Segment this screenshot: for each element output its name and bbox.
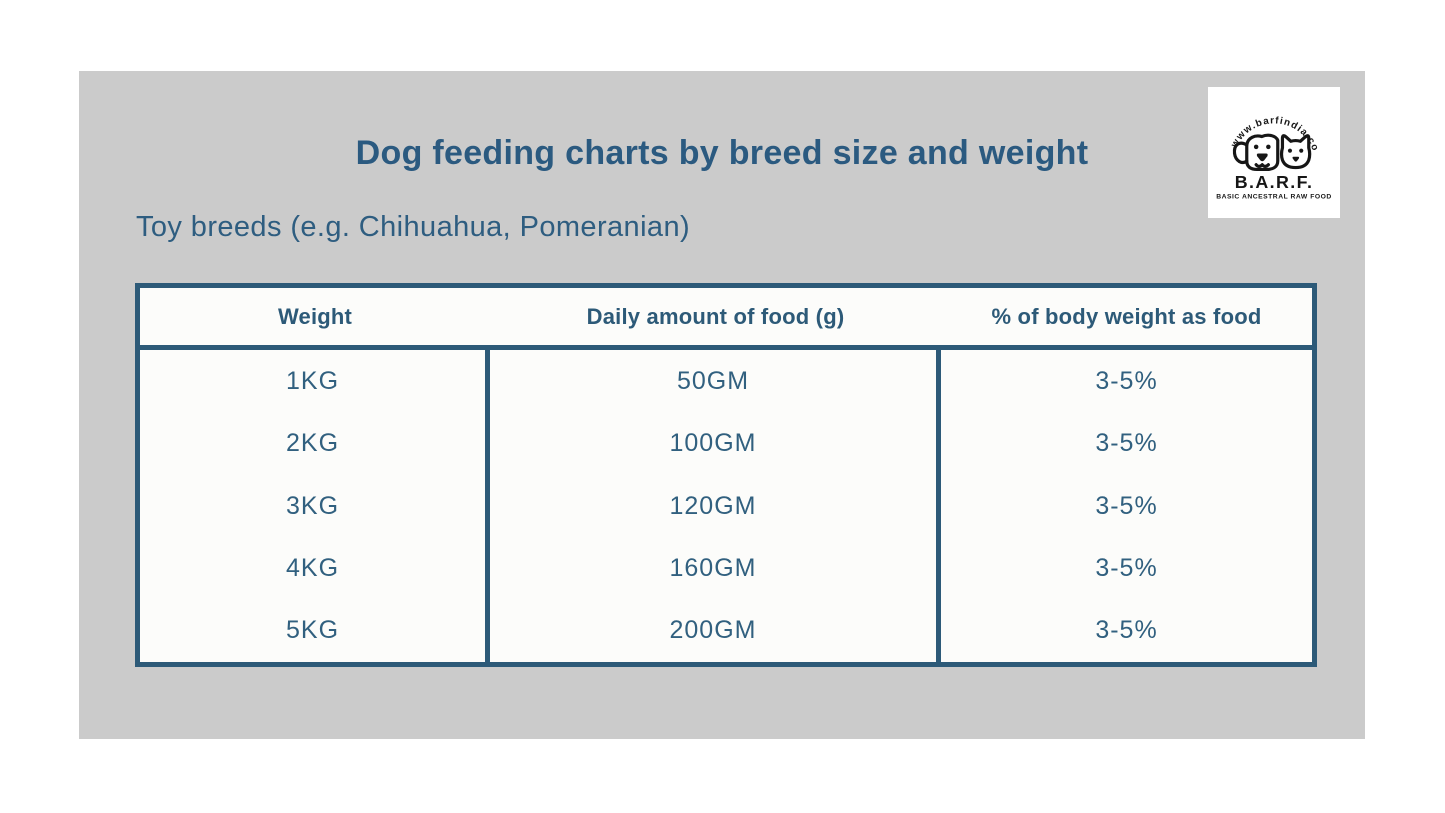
column-header-body-weight-pct: % of body weight as food [941, 288, 1312, 350]
table-header-row: Weight Daily amount of food (g) % of bod… [140, 288, 1312, 350]
dog-icon [1232, 133, 1280, 171]
page-title: Dog feeding charts by breed size and wei… [355, 134, 1089, 172]
table-body: 1KG 2KG 3KG 4KG 5KG 50GM 100GM 120GM 160… [140, 350, 1312, 662]
dog-face-dots [1253, 144, 1271, 161]
dog-and-cat-icon: www.barfindia.com [1212, 91, 1332, 201]
table-column-daily-food: 50GM 100GM 120GM 160GM 200GM [490, 350, 941, 662]
logo-tagline-text: BASIC ANCESTRAL RAW FOOD [1216, 193, 1332, 200]
cell-weight-row5: 5KG [285, 616, 340, 645]
cell-pct-row4: 3-5% [1095, 553, 1158, 582]
svg-text:www.barfindia.com: www.barfindia.com [1212, 91, 1321, 153]
feeding-table: Weight Daily amount of food (g) % of bod… [135, 283, 1317, 667]
cat-icon [1279, 133, 1312, 169]
cat-face-dots [1287, 148, 1304, 162]
cell-food-row2: 100GM [669, 429, 757, 458]
column-header-daily-food: Daily amount of food (g) [490, 288, 941, 350]
cell-pct-row2: 3-5% [1095, 429, 1158, 458]
cell-weight-row3: 3KG [285, 491, 340, 520]
section-subtitle: Toy breeds (e.g. Chihuahua, Pomeranian) [136, 211, 691, 243]
logo-website-text: www.barfindia.com [1212, 91, 1320, 153]
cell-food-row1: 50GM [676, 366, 750, 395]
cell-food-row3: 120GM [669, 491, 757, 520]
cell-weight-row2: 2KG [285, 429, 340, 458]
cell-pct-row3: 3-5% [1095, 491, 1158, 520]
slide-panel: Dog feeding charts by breed size and wei… [79, 71, 1365, 739]
cell-pct-row5: 3-5% [1095, 616, 1158, 645]
cell-pct-row1: 3-5% [1095, 366, 1158, 395]
table-column-body-weight-pct: 3-5% 3-5% 3-5% 3-5% 3-5% [941, 350, 1312, 662]
cell-food-row5: 200GM [669, 616, 757, 645]
cell-weight-row4: 4KG [285, 553, 340, 582]
table-column-weight: 1KG 2KG 3KG 4KG 5KG [140, 350, 490, 662]
barf-logo: www.barfindia.com [1208, 87, 1340, 218]
cell-weight-row1: 1KG [285, 366, 340, 395]
cell-food-row4: 160GM [669, 553, 757, 582]
logo-brand-text: B.A.R.F. [1235, 172, 1314, 192]
column-header-weight: Weight [140, 288, 490, 350]
